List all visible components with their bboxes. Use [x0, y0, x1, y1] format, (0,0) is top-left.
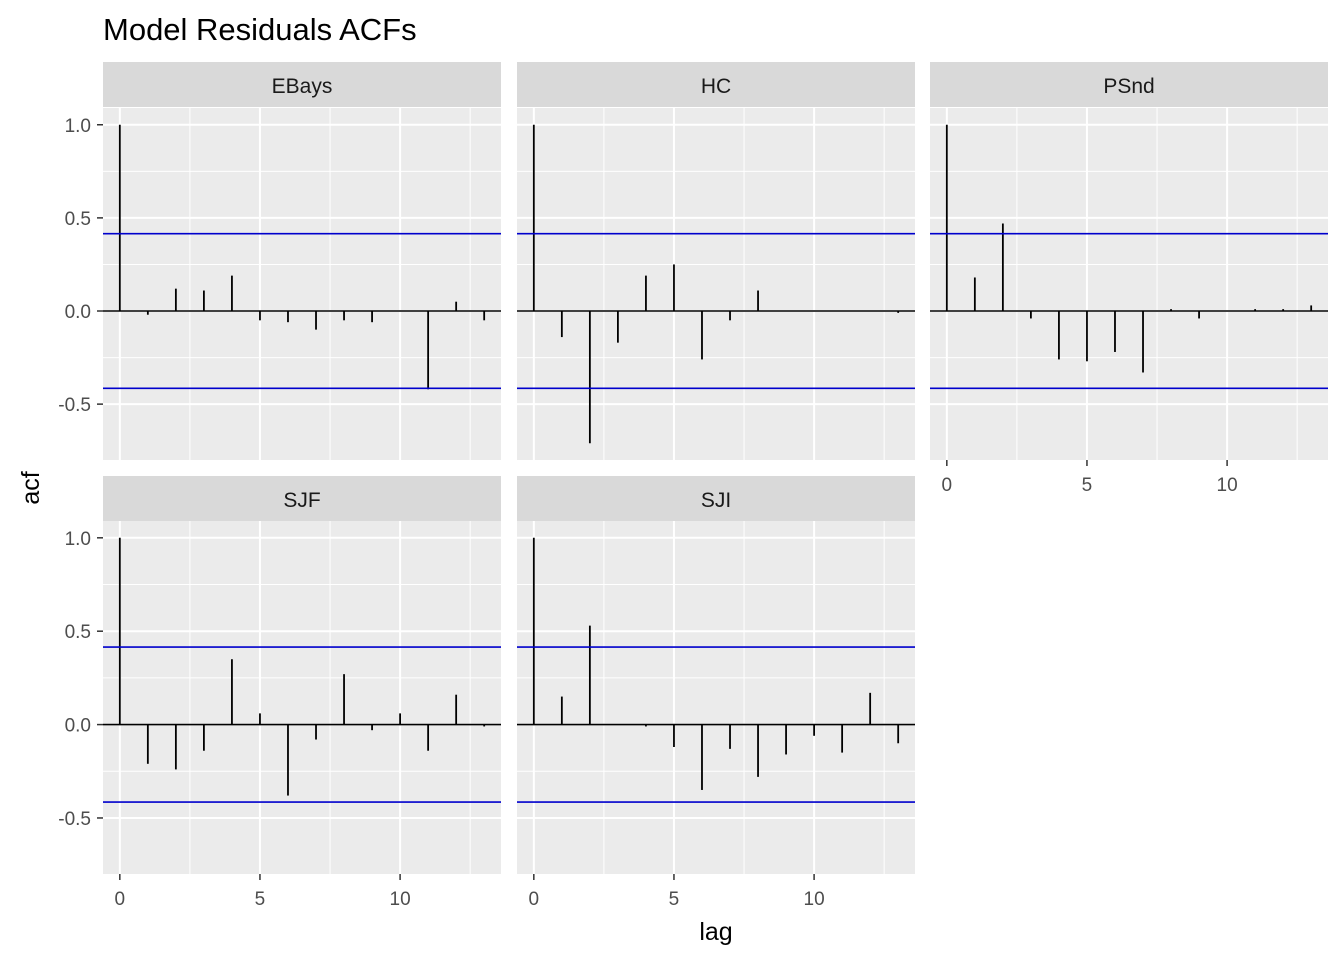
facet-strip-label: HC [701, 75, 731, 98]
y-tick-label: 0.0 [65, 302, 91, 323]
y-tick-label: 0.5 [65, 209, 91, 230]
facet-sji: SJI 0 5 10 [517, 476, 915, 910]
facet-strip-label: SJF [283, 489, 320, 512]
x-tick-label: 10 [1217, 475, 1238, 496]
facet-strip [517, 62, 915, 107]
facet-strip-label: EBays [272, 75, 333, 98]
facet-strip [103, 476, 501, 521]
facet-strip [517, 476, 915, 521]
panel-background [930, 108, 1328, 460]
panel-background [103, 108, 501, 460]
facet-ebays: EBays 1.0 0.5 0.0 -0.5 [58, 62, 501, 460]
x-tick-label: 5 [1082, 475, 1093, 496]
y-tick-label: 0.5 [65, 622, 91, 643]
y-tick-label: 0.0 [65, 716, 91, 737]
facet-strip-label: PSnd [1103, 75, 1154, 98]
x-tick-label: 0 [942, 475, 953, 496]
x-tick-label: 0 [529, 889, 540, 910]
y-tick-label: 1.0 [65, 529, 91, 550]
x-tick-label: 10 [390, 889, 411, 910]
panel-background [517, 521, 915, 874]
facet-strip [103, 62, 501, 107]
facet-sjf: SJF 1.0 0.5 0.0 -0.5 0 5 10 [58, 476, 501, 910]
x-axis-title: lag [699, 918, 732, 946]
facet-panels: EBays 1.0 0.5 0.0 -0.5 HC PSnd 0 5 10 SJF 1.0 0.5 0.0… [58, 62, 1328, 910]
x-tick-label: 0 [115, 889, 126, 910]
panel-background [103, 521, 501, 874]
x-tick-label: 10 [804, 889, 825, 910]
x-tick-label: 5 [669, 889, 680, 910]
panel-background [517, 108, 915, 460]
y-axis-title: acf [17, 471, 45, 504]
y-tick-label: -0.5 [58, 809, 91, 830]
facet-psnd: PSnd 0 5 10 [930, 62, 1328, 496]
facet-hc: HC [517, 62, 915, 460]
y-tick-label: 1.0 [65, 116, 91, 137]
facet-strip [930, 62, 1328, 107]
facet-strip-label: SJI [701, 489, 731, 512]
y-tick-label: -0.5 [58, 395, 91, 416]
x-tick-label: 5 [255, 889, 266, 910]
chart-title: Model Residuals ACFs [103, 12, 417, 47]
